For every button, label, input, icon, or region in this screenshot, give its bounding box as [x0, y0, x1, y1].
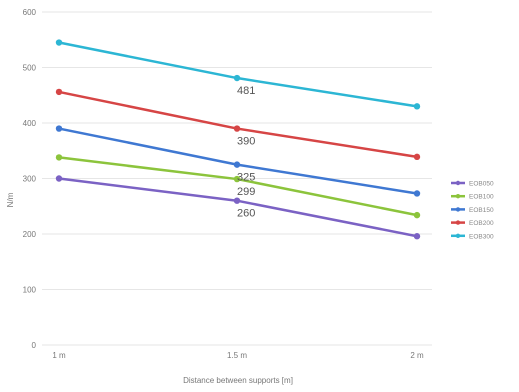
y-tick-label: 0 [32, 341, 37, 350]
data-point [413, 211, 421, 219]
data-label: 481 [237, 85, 255, 97]
data-point [233, 74, 241, 82]
legend-item-eob200: EOB200 [451, 220, 494, 227]
x-tick-label: 2 m [410, 351, 424, 360]
legend-item-eob100: EOB100 [451, 194, 494, 201]
y-axis-ticks: 0 100 200 300 400 500 600 [23, 8, 37, 350]
legend-label: EOB150 [469, 207, 494, 214]
legend-item-eob300: EOB300 [451, 233, 494, 240]
series-eob300 [55, 39, 421, 110]
legend-label: EOB300 [469, 233, 494, 240]
legend-marker [455, 220, 461, 225]
y-tick-label: 100 [23, 286, 37, 295]
data-point [55, 88, 63, 96]
legend-item-eob150: EOB150 [451, 207, 494, 214]
x-axis-ticks: 1 m 1.5 m 2 m [52, 351, 424, 360]
data-label: 299 [237, 186, 255, 198]
data-point [233, 175, 241, 183]
data-point [55, 175, 63, 182]
data-point [55, 39, 63, 46]
x-tick-label: 1 m [52, 351, 66, 360]
data-point [55, 125, 63, 132]
legend-label: EOB050 [469, 181, 494, 188]
y-tick-label: 500 [23, 64, 37, 73]
x-axis-label: Distance between supports [m] [183, 376, 293, 385]
data-point [413, 190, 421, 197]
y-tick-label: 600 [23, 8, 37, 17]
y-axis-label: N/m [6, 192, 15, 207]
data-label: 325 [237, 172, 255, 184]
series-eob050 [55, 175, 421, 240]
data-point [233, 197, 241, 204]
legend-label: EOB200 [469, 220, 494, 227]
series-eob200 [55, 88, 421, 161]
data-point [413, 233, 421, 240]
data-point [413, 153, 421, 161]
grid-lines [42, 11, 432, 346]
series-lines [55, 39, 421, 240]
y-tick-label: 300 [23, 175, 37, 184]
data-labels: 481 390 325 299 260 [237, 85, 255, 220]
y-tick-label: 200 [23, 230, 37, 239]
legend-marker [455, 207, 461, 212]
y-tick-label: 400 [23, 119, 37, 128]
data-point [233, 161, 241, 168]
legend-marker [455, 233, 461, 238]
legend-marker [455, 194, 461, 199]
series-eob150 [55, 125, 421, 197]
series-eob100 [55, 154, 421, 219]
legend-marker [455, 180, 461, 186]
legend-label: EOB100 [469, 194, 494, 201]
data-point [233, 125, 241, 132]
data-label: 390 [237, 136, 255, 148]
data-point [55, 154, 63, 161]
data-point [413, 103, 421, 110]
x-tick-label: 1.5 m [227, 351, 247, 360]
legend: EOB050 EOB100 EOB150 EOB200 EOB300 [451, 181, 494, 240]
data-label: 260 [237, 208, 255, 220]
legend-item-eob050: EOB050 [451, 181, 494, 188]
